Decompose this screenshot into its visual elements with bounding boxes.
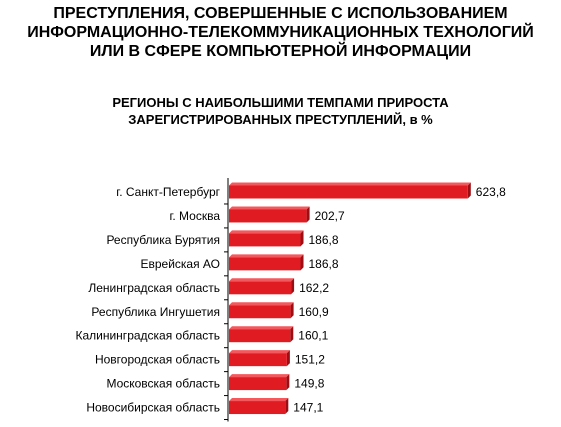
bar-front-face bbox=[229, 401, 286, 415]
bar bbox=[229, 206, 310, 223]
category-label: Ленинградская область bbox=[88, 281, 220, 295]
bar-top-face bbox=[229, 278, 295, 282]
bar-top-face bbox=[229, 398, 289, 402]
bar-front-face bbox=[229, 209, 307, 223]
bar-front-face bbox=[229, 281, 292, 295]
bar-side-face bbox=[291, 278, 295, 295]
bar-top-face bbox=[229, 350, 290, 354]
bar bbox=[229, 278, 295, 295]
bar-side-face bbox=[285, 398, 289, 415]
category-label: г. Санкт-Петербург bbox=[116, 185, 220, 199]
category-label: Новгородская область bbox=[95, 353, 220, 367]
bar-top-face bbox=[229, 254, 304, 258]
bar bbox=[229, 302, 294, 319]
bar-side-face bbox=[286, 374, 290, 391]
bar-top-face bbox=[229, 230, 304, 234]
bar-front-face bbox=[229, 329, 291, 343]
bar-top-face bbox=[229, 374, 290, 378]
category-label: Республика Бурятия bbox=[106, 233, 220, 247]
bar-front-face bbox=[229, 377, 287, 391]
bar-side-face bbox=[290, 302, 294, 319]
chart-subtitle-line-2: ЗАРЕГИСТРИРОВАННЫХ ПРЕСТУПЛЕНИЙ, в % bbox=[128, 112, 433, 127]
bar-side-face bbox=[286, 350, 290, 367]
bar-top-face bbox=[229, 302, 294, 306]
value-label: 202,7 bbox=[315, 209, 345, 223]
category-label: Московская область bbox=[106, 377, 220, 391]
bar bbox=[229, 326, 294, 343]
bar bbox=[229, 398, 289, 415]
chart-title-line-3: ИЛИ В СФЕРЕ КОМПЬЮТЕРНОЙ ИНФОРМАЦИИ bbox=[89, 43, 472, 60]
bar bbox=[229, 230, 304, 247]
value-label: 186,8 bbox=[309, 233, 339, 247]
bar-top-face bbox=[229, 182, 471, 186]
bar-side-face bbox=[300, 230, 304, 247]
bar-front-face bbox=[229, 353, 287, 367]
bar-side-face bbox=[290, 326, 294, 343]
chart-subtitle: РЕГИОНЫ С НАИБОЛЬШИМИ ТЕМПАМИ ПРИРОСТА З… bbox=[0, 94, 561, 128]
category-label: Еврейская АО bbox=[140, 257, 220, 271]
bar-side-face bbox=[306, 206, 310, 223]
value-label: 151,2 bbox=[295, 353, 325, 367]
bar bbox=[229, 254, 304, 271]
bar-side-face bbox=[467, 182, 471, 199]
chart-title-line-1: ПРЕСТУПЛЕНИЯ, СОВЕРШЕННЫЕ С ИСПОЛЬЗОВАНИ… bbox=[53, 5, 508, 22]
bar-top-face bbox=[229, 326, 294, 330]
value-label: 147,1 bbox=[293, 401, 323, 415]
bar-front-face bbox=[229, 233, 301, 247]
category-label: Республика Ингушетия bbox=[91, 305, 220, 319]
category-label: г. Москва bbox=[169, 209, 220, 223]
bar bbox=[229, 350, 290, 367]
bar-front-face bbox=[229, 185, 468, 199]
bar bbox=[229, 182, 471, 199]
chart-title: ПРЕСТУПЛЕНИЯ, СОВЕРШЕННЫЕ С ИСПОЛЬЗОВАНИ… bbox=[0, 4, 561, 61]
value-label: 160,9 bbox=[299, 305, 329, 319]
bar-top-face bbox=[229, 206, 310, 210]
value-label: 149,8 bbox=[294, 377, 324, 391]
chart-subtitle-line-1: РЕГИОНЫ С НАИБОЛЬШИМИ ТЕМПАМИ ПРИРОСТА bbox=[112, 95, 449, 110]
value-label: 186,8 bbox=[309, 257, 339, 271]
bar bbox=[229, 374, 290, 391]
value-label: 160,1 bbox=[298, 329, 328, 343]
chart-title-line-2: ИНФОРМАЦИОННО-ТЕЛЕКОММУНИКАЦИОННЫХ ТЕХНО… bbox=[27, 24, 534, 41]
bar-front-face bbox=[229, 305, 291, 319]
category-label: Новосибирская область bbox=[86, 401, 220, 415]
value-label: 623,8 bbox=[476, 185, 506, 199]
bar-side-face bbox=[300, 254, 304, 271]
category-label: Калининградская область bbox=[75, 329, 220, 343]
value-label: 162,2 bbox=[299, 281, 329, 295]
bar-front-face bbox=[229, 257, 301, 271]
